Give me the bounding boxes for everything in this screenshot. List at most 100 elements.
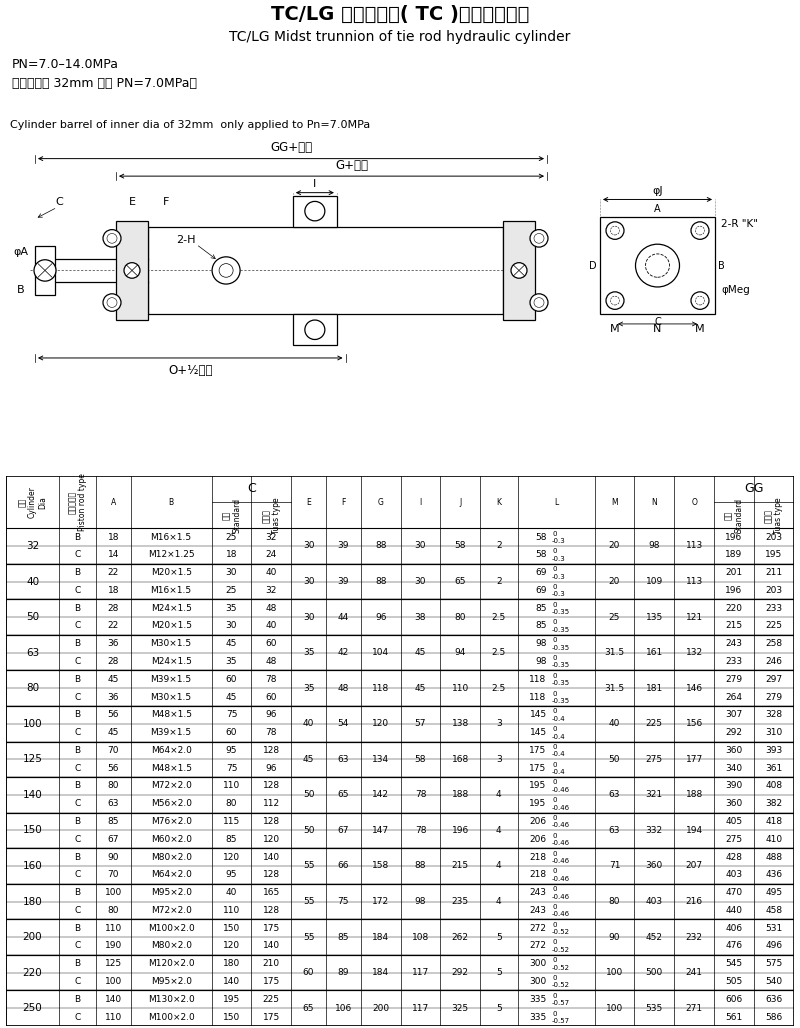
Text: 168: 168 xyxy=(452,755,469,764)
Text: 31.5: 31.5 xyxy=(605,684,625,693)
Text: L: L xyxy=(554,498,558,507)
Text: 189: 189 xyxy=(726,550,742,559)
Text: 275: 275 xyxy=(726,835,742,844)
Text: 165: 165 xyxy=(262,888,280,897)
Text: 40: 40 xyxy=(226,888,237,897)
Text: M80×2.0: M80×2.0 xyxy=(150,852,192,861)
Text: 161: 161 xyxy=(646,648,663,657)
Text: 20: 20 xyxy=(609,542,620,550)
Text: -0.35: -0.35 xyxy=(552,662,570,668)
Text: 75: 75 xyxy=(338,897,349,906)
Text: 250: 250 xyxy=(22,1003,42,1014)
Text: 0: 0 xyxy=(552,779,557,785)
Text: 405: 405 xyxy=(726,817,742,827)
Text: 200: 200 xyxy=(372,1003,390,1013)
Text: 241: 241 xyxy=(686,968,702,978)
Text: F: F xyxy=(163,197,169,208)
Text: 60: 60 xyxy=(226,674,238,684)
Text: C: C xyxy=(74,871,81,879)
Text: 0: 0 xyxy=(552,833,557,839)
Text: C: C xyxy=(654,317,661,327)
Text: 95: 95 xyxy=(226,746,238,755)
Text: 88: 88 xyxy=(375,577,386,586)
Circle shape xyxy=(610,226,619,235)
Text: 112: 112 xyxy=(262,799,280,808)
Text: M20×1.5: M20×1.5 xyxy=(150,568,192,577)
Text: 106: 106 xyxy=(334,1003,352,1013)
Text: 360: 360 xyxy=(726,799,742,808)
Text: 45: 45 xyxy=(226,693,237,701)
Text: 5: 5 xyxy=(496,1003,502,1013)
Text: B: B xyxy=(74,674,80,684)
Text: 128: 128 xyxy=(262,781,280,791)
Text: 63: 63 xyxy=(107,799,119,808)
Text: -0.46: -0.46 xyxy=(552,893,570,900)
Text: 140: 140 xyxy=(223,977,240,986)
Text: C: C xyxy=(74,1013,81,1022)
Text: B: B xyxy=(74,995,80,1003)
Text: 203: 203 xyxy=(765,533,782,542)
Text: 140: 140 xyxy=(262,852,280,861)
Text: 440: 440 xyxy=(726,906,742,915)
Text: 0: 0 xyxy=(552,1011,557,1017)
Text: C: C xyxy=(247,482,256,495)
Text: 48: 48 xyxy=(266,603,277,613)
Text: 195: 195 xyxy=(530,781,546,791)
Text: 50: 50 xyxy=(303,825,314,835)
Text: I: I xyxy=(419,498,422,507)
Text: 410: 410 xyxy=(765,835,782,844)
Text: M30×1.5: M30×1.5 xyxy=(150,639,192,649)
Text: 325: 325 xyxy=(452,1003,469,1013)
Text: 531: 531 xyxy=(765,924,782,932)
Text: C: C xyxy=(74,550,81,559)
Text: 476: 476 xyxy=(726,942,742,951)
Text: 0: 0 xyxy=(552,566,557,573)
Bar xyxy=(600,217,715,315)
Text: 28: 28 xyxy=(108,657,119,666)
Text: 55: 55 xyxy=(303,932,314,942)
Text: 32: 32 xyxy=(266,533,277,542)
Text: 4: 4 xyxy=(496,825,502,835)
Text: 145: 145 xyxy=(530,710,546,720)
Text: M72×2.0: M72×2.0 xyxy=(150,781,192,791)
Text: 40: 40 xyxy=(303,720,314,728)
Text: 243: 243 xyxy=(530,888,546,897)
Bar xyxy=(116,221,148,320)
Text: -0.35: -0.35 xyxy=(552,610,570,615)
Text: 500: 500 xyxy=(646,968,663,978)
Text: 207: 207 xyxy=(686,861,702,871)
Text: 50: 50 xyxy=(26,612,39,622)
Text: 206: 206 xyxy=(530,835,546,844)
Text: 18: 18 xyxy=(107,533,119,542)
Text: 120: 120 xyxy=(372,720,390,728)
Bar xyxy=(148,227,503,315)
Text: 297: 297 xyxy=(765,674,782,684)
Text: 75: 75 xyxy=(226,710,238,720)
Text: 321: 321 xyxy=(646,791,663,800)
Text: 128: 128 xyxy=(262,906,280,915)
Text: GG: GG xyxy=(744,482,763,495)
Text: 0: 0 xyxy=(552,637,557,644)
Text: 195: 195 xyxy=(530,799,546,808)
Text: 39: 39 xyxy=(338,577,349,586)
Text: 403: 403 xyxy=(646,897,663,906)
Circle shape xyxy=(635,245,679,287)
Text: G: G xyxy=(378,498,384,507)
Text: 78: 78 xyxy=(414,791,426,800)
Text: -0.46: -0.46 xyxy=(552,805,570,811)
Text: 540: 540 xyxy=(765,977,782,986)
Text: M120×2.0: M120×2.0 xyxy=(148,959,194,968)
Text: （缸筒内径 32mm 仅用 PN=7.0MPa）: （缸筒内径 32mm 仅用 PN=7.0MPa） xyxy=(12,77,197,90)
Text: 标准
Standard: 标准 Standard xyxy=(222,499,241,534)
Text: A: A xyxy=(110,498,116,507)
Text: 60: 60 xyxy=(266,639,277,649)
Text: 110: 110 xyxy=(105,1013,122,1022)
Text: 172: 172 xyxy=(372,897,390,906)
Text: 4: 4 xyxy=(496,861,502,871)
Text: 403: 403 xyxy=(726,871,742,879)
Text: 0: 0 xyxy=(552,975,557,981)
Text: I: I xyxy=(314,179,317,189)
Text: 18: 18 xyxy=(107,586,119,595)
Bar xyxy=(293,195,337,227)
Text: 195: 195 xyxy=(765,550,782,559)
